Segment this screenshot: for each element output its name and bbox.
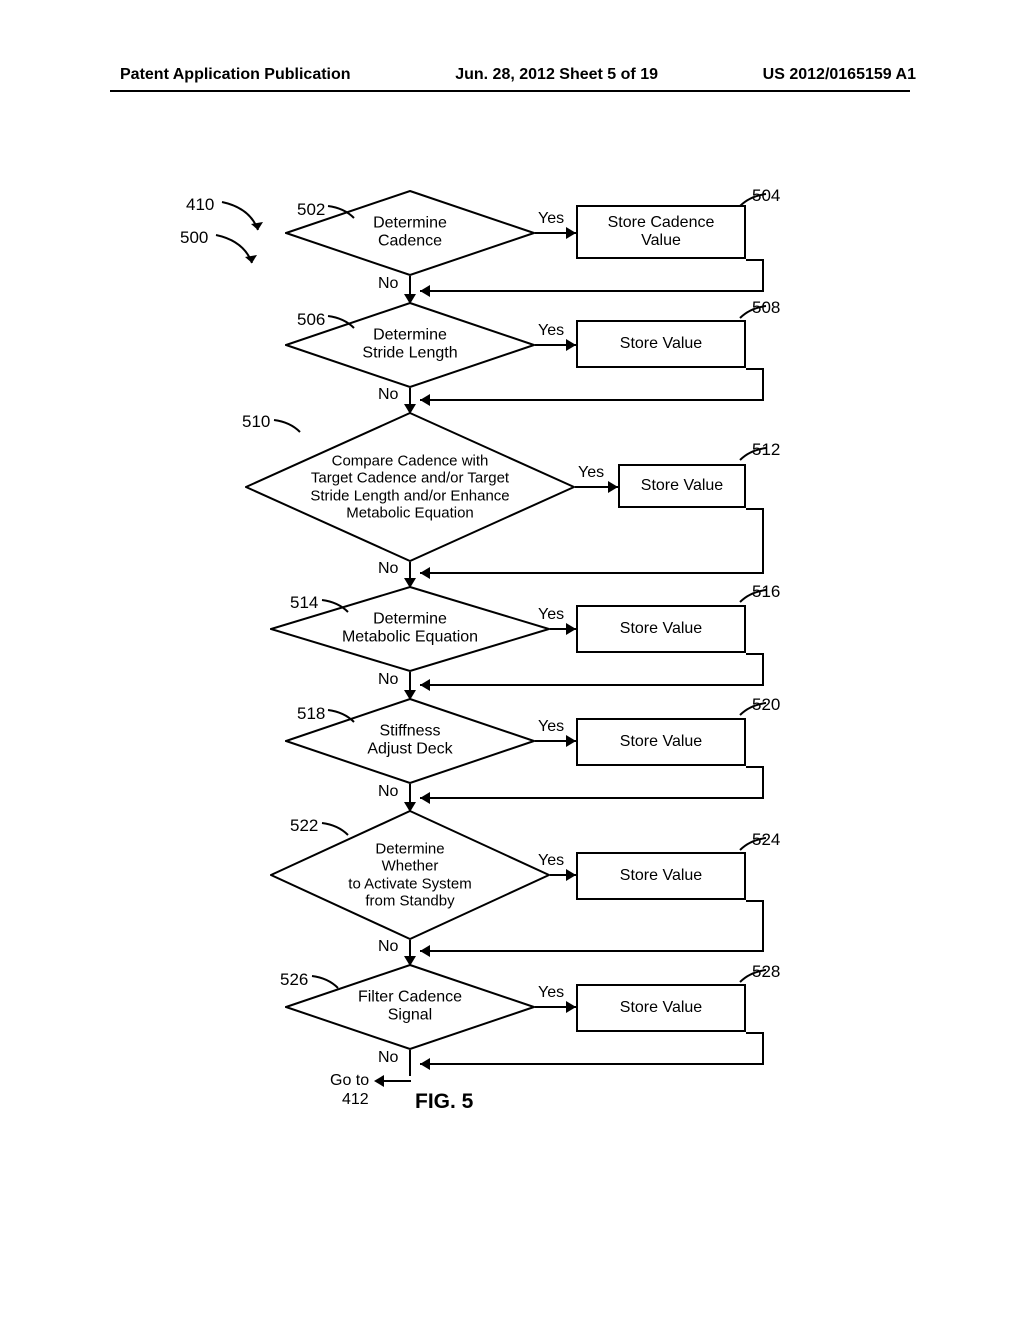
goto-target: 412 [342,1091,369,1109]
header-rule [110,90,910,92]
patent-header: Patent Application Publication Jun. 28, … [0,66,1024,84]
rect-508: Store Value [576,320,746,368]
ref-500: 500 [180,228,208,248]
leader-506 [326,314,356,339]
ref-510: 510 [242,412,270,432]
rect-504: Store Cadence Value [576,205,746,259]
rect-512: Store Value [618,464,746,508]
figure-caption: FIG. 5 [415,1090,473,1114]
rect-524: Store Value [576,852,746,900]
goto-label: Go to [330,1072,369,1090]
ref-518: 518 [297,704,325,724]
ref-526: 526 [280,970,308,990]
figure-5: 410 500 Determine Cadence 502 Store Cade… [0,180,1024,1280]
yes-502: Yes [538,210,564,228]
rect-528: Store Value [576,984,746,1032]
ref-514: 514 [290,593,318,613]
header-right: US 2012/0165159 A1 [763,66,916,84]
rect-520: Store Value [576,718,746,766]
rect-516: Store Value [576,605,746,653]
ref-502: 502 [297,200,325,220]
header-left: Patent Application Publication [120,66,351,84]
ref-522: 522 [290,816,318,836]
leader-502 [326,204,356,229]
leader-504 [738,192,768,217]
no-502: No [378,275,398,293]
leader-508 [738,304,768,329]
ref-410: 410 [186,195,214,215]
arrow-500 [214,233,264,278]
ref-506: 506 [297,310,325,330]
header-center: Jun. 28, 2012 Sheet 5 of 19 [455,66,658,84]
